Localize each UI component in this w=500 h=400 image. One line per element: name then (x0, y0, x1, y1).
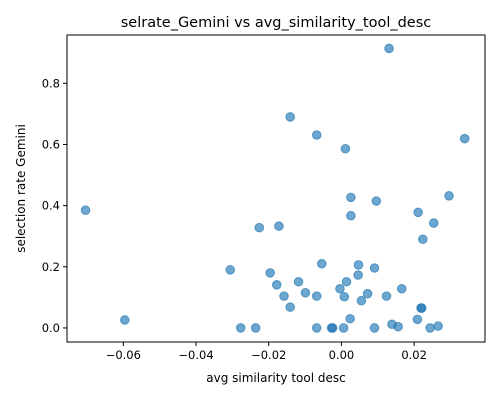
data-point (342, 277, 351, 286)
data-point (339, 324, 348, 333)
data-point (426, 324, 435, 333)
data-point (460, 134, 469, 143)
data-point (347, 211, 356, 220)
data-point (419, 235, 428, 244)
data-point (340, 292, 349, 301)
x-tick-label: 0.00 (329, 348, 355, 362)
data-point (312, 292, 321, 301)
data-point (301, 288, 310, 297)
chart-title: selrate_Gemini vs avg_similarity_tool_de… (121, 15, 432, 31)
data-point (226, 266, 235, 275)
data-point (413, 315, 422, 324)
data-point (286, 113, 295, 122)
x-tick-label: 0.02 (401, 348, 427, 362)
y-tick-label: 0.6 (42, 137, 60, 151)
data-point (120, 316, 129, 325)
y-axis-label: selection rate Gemini (14, 124, 28, 253)
data-point (414, 208, 423, 217)
data-point (372, 197, 381, 206)
data-point (385, 44, 394, 53)
data-point (266, 269, 275, 278)
data-point (312, 131, 321, 140)
data-point (318, 259, 327, 268)
y-tick-label: 0.0 (42, 321, 60, 335)
data-point (255, 223, 264, 232)
data-point (394, 322, 403, 331)
data-point (357, 296, 366, 305)
x-axis-label: avg similarity tool desc (206, 371, 345, 385)
y-tick-label: 0.2 (42, 260, 60, 274)
x-tick-label: −0.04 (178, 348, 213, 362)
data-point (354, 261, 363, 270)
data-point (272, 281, 281, 290)
data-point (363, 289, 372, 298)
data-point (354, 271, 363, 280)
data-point (328, 324, 337, 333)
data-point (397, 284, 406, 293)
data-point (294, 277, 303, 286)
data-point (251, 324, 260, 333)
data-point (445, 192, 454, 201)
data-point (336, 284, 345, 293)
data-point (341, 144, 350, 153)
data-point (280, 292, 289, 301)
data-point (429, 219, 438, 228)
data-point (370, 324, 379, 333)
x-tick-label: −0.02 (251, 348, 286, 362)
data-point (81, 206, 90, 215)
data-point (275, 222, 284, 231)
data-point (370, 264, 379, 273)
data-point (434, 322, 443, 331)
data-point (347, 193, 356, 202)
x-tick-label: −0.06 (106, 348, 141, 362)
data-point (286, 303, 295, 312)
y-tick-label: 0.8 (42, 76, 60, 90)
data-point (346, 314, 355, 323)
data-point (382, 292, 391, 301)
data-point (417, 304, 426, 313)
data-point (312, 324, 321, 333)
y-tick-label: 0.4 (42, 199, 60, 213)
data-point (236, 324, 245, 333)
